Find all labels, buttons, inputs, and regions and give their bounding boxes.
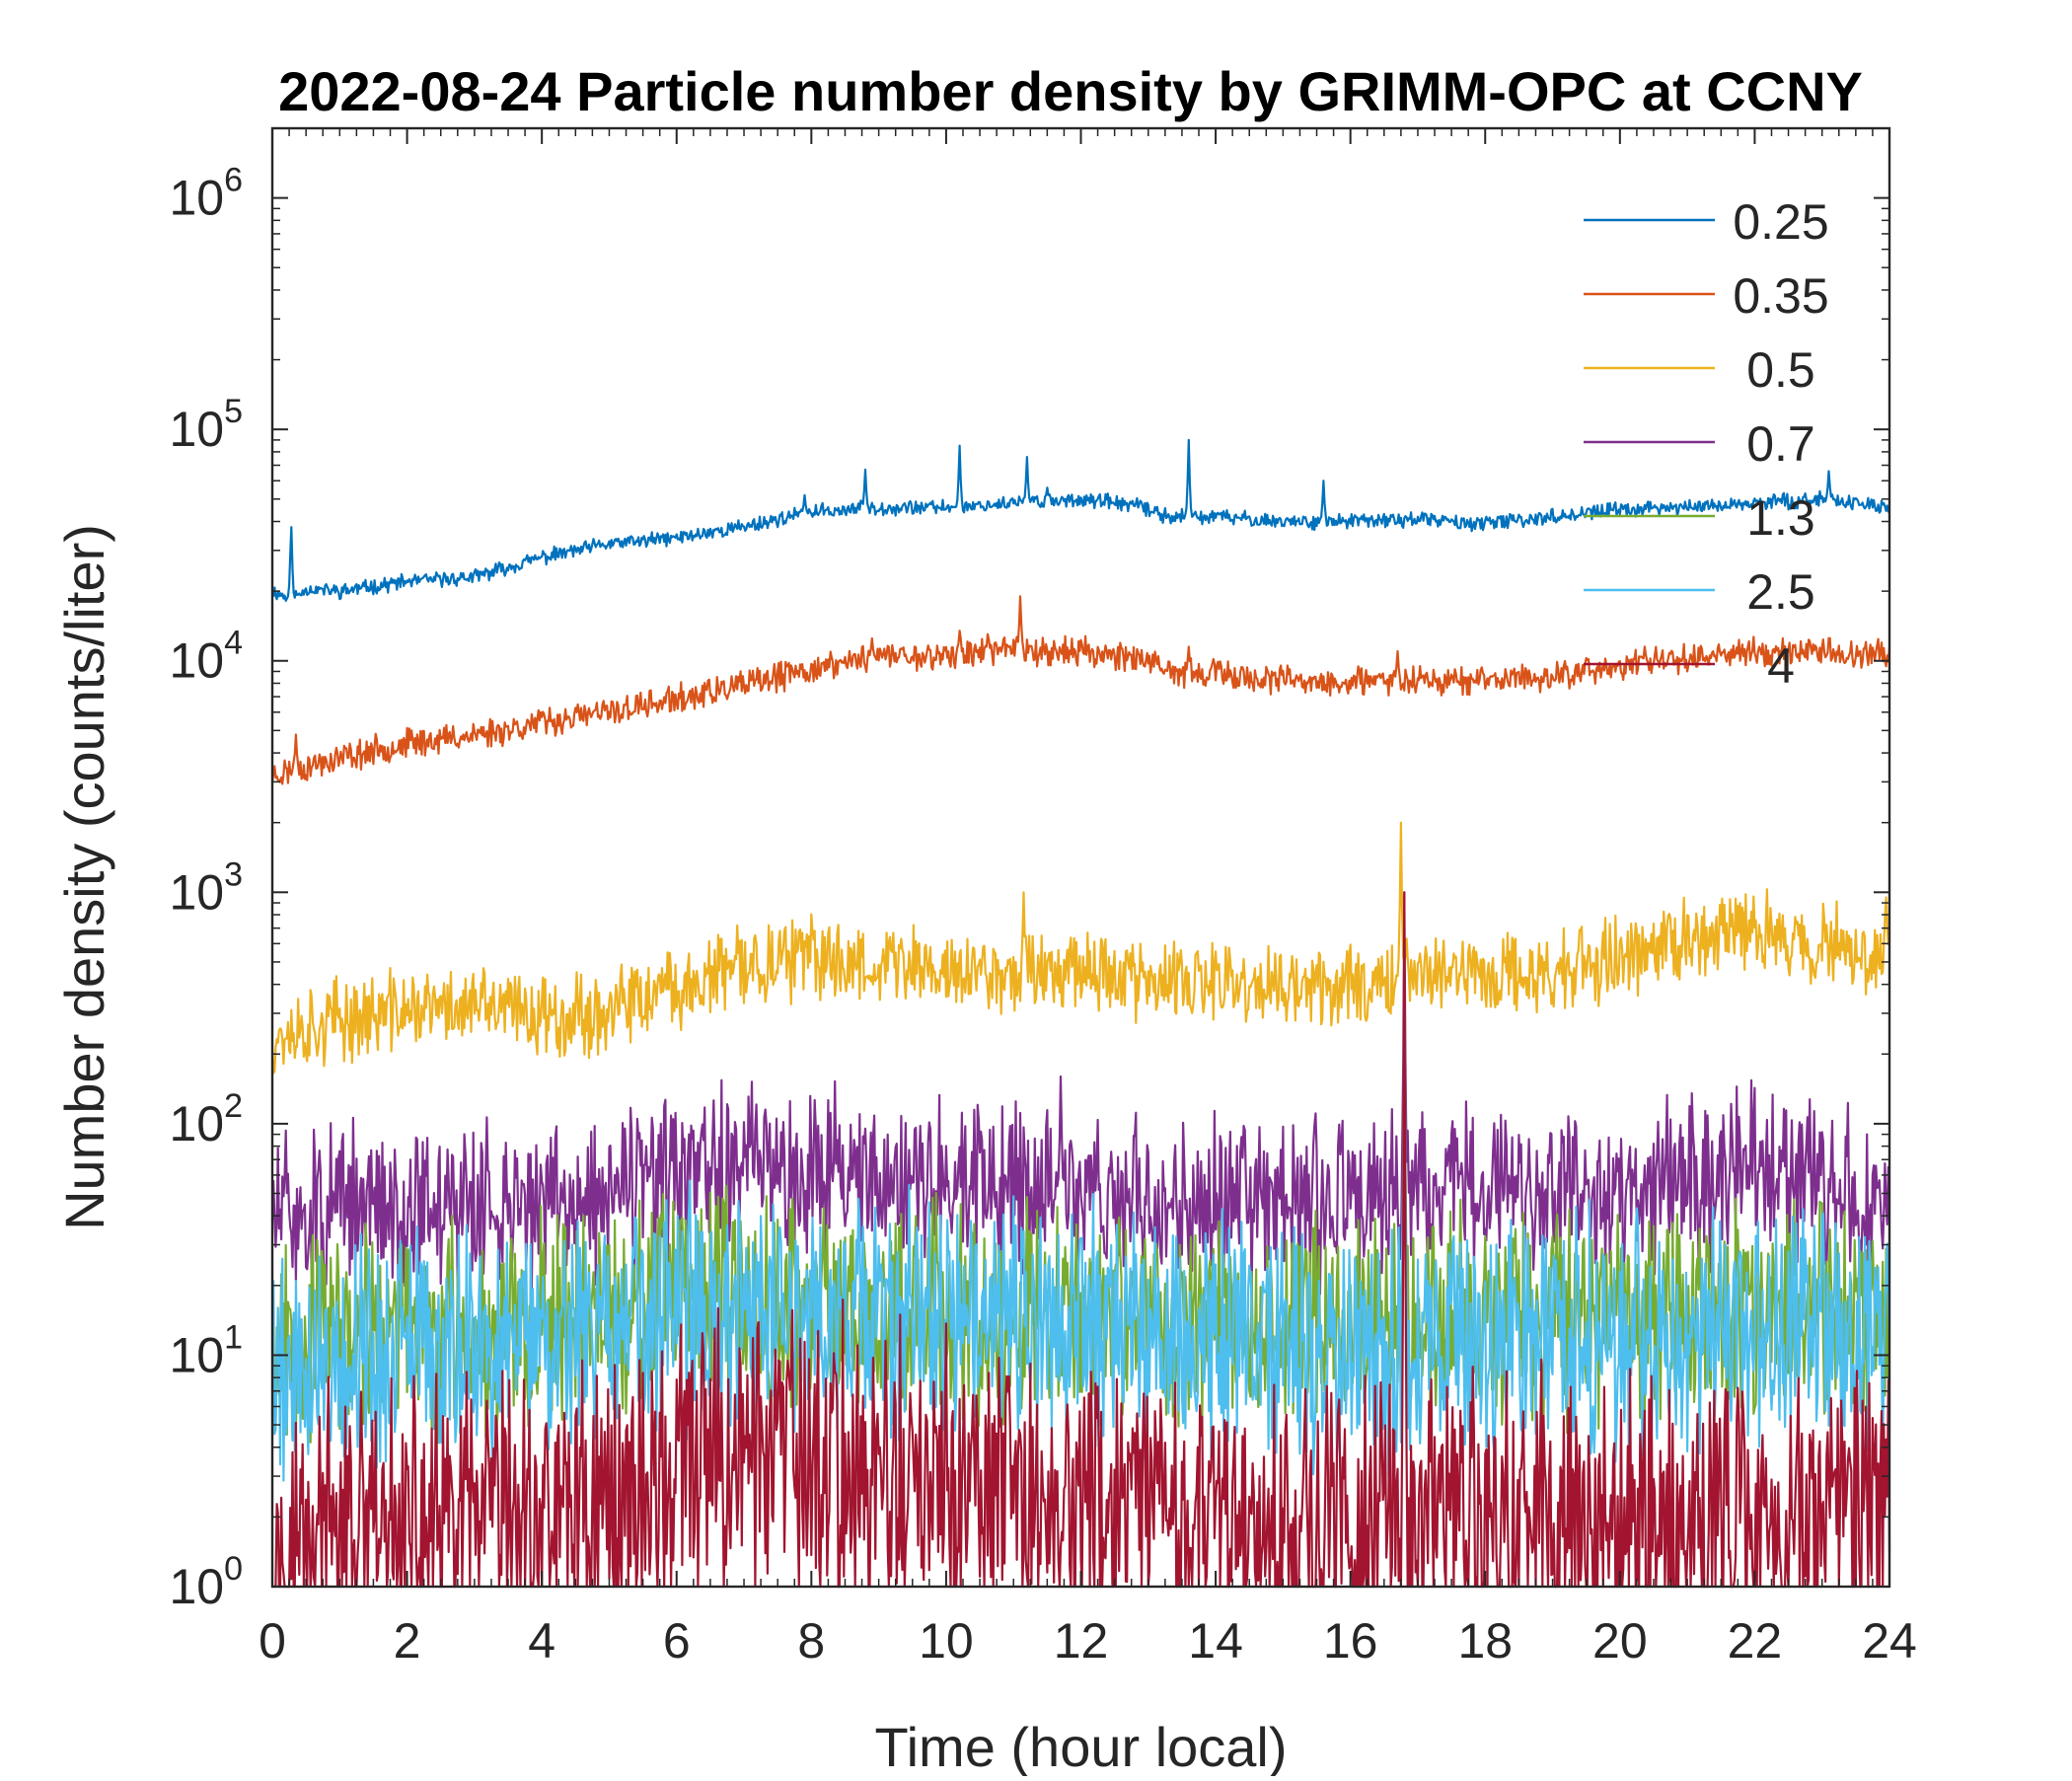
- legend-label: 4: [1767, 638, 1795, 694]
- legend-label: 0.5: [1746, 342, 1815, 398]
- legend-label: 0.7: [1746, 416, 1815, 472]
- y-tick-label: 101: [169, 1318, 243, 1382]
- x-tick-label: 4: [528, 1613, 555, 1669]
- legend: 0.25 0.35 0.5 0.7 1.3 2.5 4: [1584, 194, 1829, 694]
- series-line-0_35: [270, 595, 1891, 785]
- y-tick-label: 105: [169, 393, 243, 457]
- x-tick-label: 22: [1728, 1613, 1783, 1669]
- x-tick-label: 18: [1457, 1613, 1513, 1669]
- series-line-2_5: [270, 983, 1891, 1482]
- chart-title: 2022-08-24 Particle number density by GR…: [278, 60, 1863, 122]
- legend-label: 1.3: [1746, 490, 1815, 546]
- series-line-0_25: [271, 438, 1891, 602]
- series-line-0_5: [270, 821, 1891, 1075]
- y-tick-label: 100: [169, 1550, 243, 1614]
- y-tick-label: 103: [169, 855, 243, 920]
- x-tick-label: 12: [1054, 1613, 1109, 1669]
- legend-label: 2.5: [1746, 564, 1815, 620]
- series-line-0_7: [270, 891, 1890, 1300]
- x-tick-label: 0: [259, 1613, 286, 1669]
- x-tick-label: 10: [919, 1613, 974, 1669]
- y-axis-label: Number density (counts/liter): [53, 524, 115, 1230]
- legend-label: 0.25: [1733, 194, 1828, 250]
- y-tick-label: 106: [169, 162, 243, 226]
- x-tick-label: 14: [1188, 1613, 1243, 1669]
- x-tick-label: 8: [797, 1613, 825, 1669]
- x-tick-label: 20: [1592, 1613, 1648, 1669]
- y-tick-label: 102: [169, 1087, 243, 1151]
- y-tick-label: 104: [169, 625, 243, 689]
- axes-layer: 0 2 4 6 8 10 12 14 16 18 20 22 241001011021031041051…: [169, 126, 1917, 1669]
- legend-label: 0.35: [1733, 268, 1828, 324]
- x-tick-label: 2: [394, 1613, 421, 1669]
- x-tick-label: 16: [1323, 1613, 1378, 1669]
- x-tick-label: 24: [1862, 1613, 1917, 1669]
- x-axis-label: Time (hour local): [874, 1716, 1287, 1776]
- x-tick-label: 6: [663, 1613, 691, 1669]
